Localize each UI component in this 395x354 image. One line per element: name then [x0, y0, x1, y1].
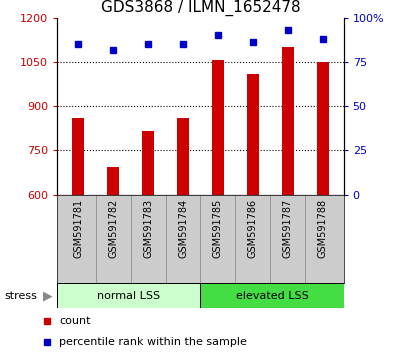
- Text: count: count: [59, 316, 90, 326]
- Bar: [247, 74, 259, 195]
- Text: GSM591788: GSM591788: [318, 199, 328, 258]
- Bar: [212, 61, 224, 195]
- Text: GSM591781: GSM591781: [73, 199, 83, 258]
- Text: GSM591782: GSM591782: [108, 199, 118, 258]
- Bar: [142, 131, 154, 195]
- Bar: [282, 47, 294, 195]
- Title: GDS3868 / ILMN_1652478: GDS3868 / ILMN_1652478: [101, 0, 300, 16]
- Bar: [57, 283, 201, 308]
- Bar: [107, 167, 119, 195]
- Bar: [316, 62, 329, 195]
- Text: elevated LSS: elevated LSS: [236, 291, 308, 301]
- Text: ▶: ▶: [43, 289, 52, 302]
- Bar: [201, 283, 344, 308]
- Text: GSM591783: GSM591783: [143, 199, 153, 258]
- Text: GSM591784: GSM591784: [178, 199, 188, 258]
- Bar: [72, 118, 85, 195]
- Text: GSM591786: GSM591786: [248, 199, 258, 258]
- Text: stress: stress: [4, 291, 37, 301]
- Text: normal LSS: normal LSS: [97, 291, 160, 301]
- Bar: [177, 118, 189, 195]
- Text: GSM591785: GSM591785: [213, 199, 223, 258]
- Text: percentile rank within the sample: percentile rank within the sample: [59, 337, 247, 348]
- Text: GSM591787: GSM591787: [283, 199, 293, 258]
